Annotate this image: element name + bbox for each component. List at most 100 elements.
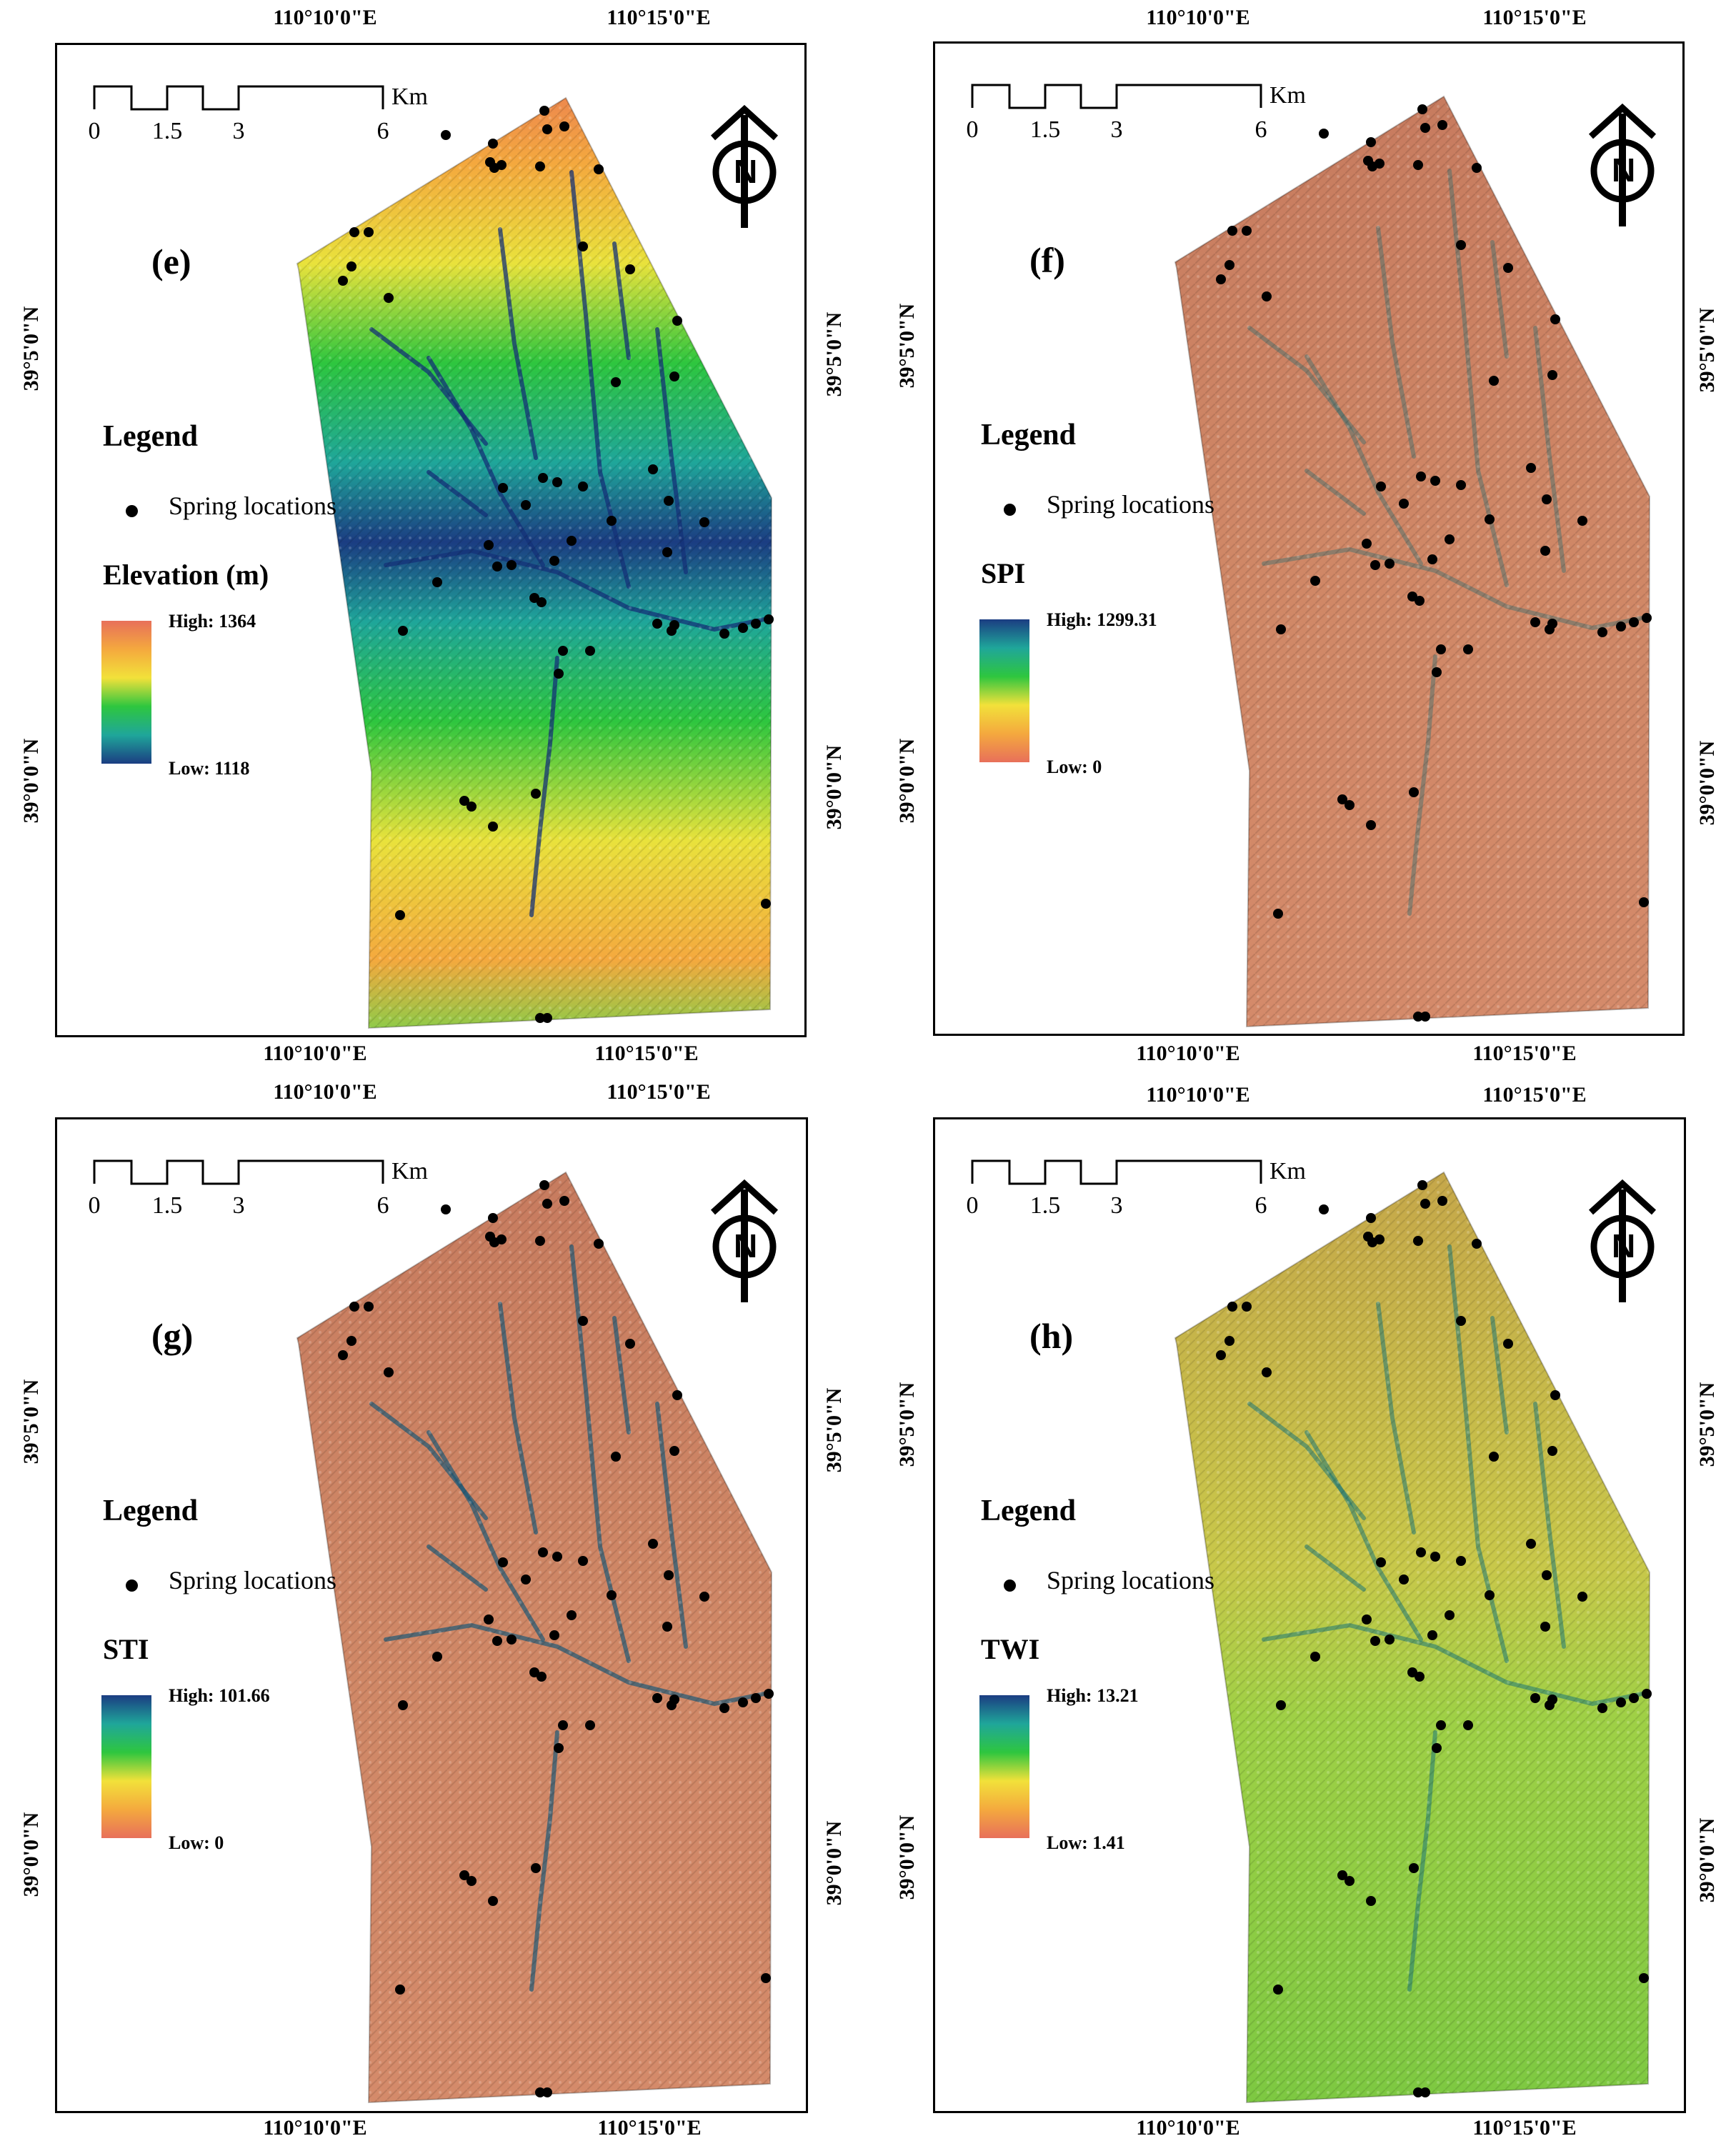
scale-bar-g [93, 1159, 384, 1185]
left-lat-upper-g: 39°5'0"N [19, 1379, 43, 1464]
spring-point [364, 227, 374, 237]
spring-point [1366, 137, 1376, 147]
spring-point [1456, 240, 1466, 250]
spring-point [1540, 1622, 1550, 1632]
spring-point [761, 899, 771, 909]
legend-layer-title-g: STI [103, 1633, 149, 1665]
spring-point [549, 556, 559, 566]
study-area-g [297, 1172, 772, 2102]
left-lat-upper-h: 39°5'0"N [895, 1382, 919, 1467]
spring-point [1530, 617, 1540, 627]
right-lat-lower-f: 39°0'0"N [1695, 740, 1719, 826]
map-canvas-e [93, 85, 779, 1029]
spring-point [539, 106, 549, 116]
legend-spring-dot [1004, 1579, 1016, 1592]
spring-point [1432, 1743, 1442, 1753]
ramp-high-label-f: High: 1299.31 [1047, 609, 1157, 630]
spring-point [1216, 1350, 1226, 1360]
spring-point [535, 2087, 545, 2097]
spring-point [432, 1652, 442, 1662]
spring-point [667, 1700, 677, 1710]
ramp-high-label-g: High: 101.66 [169, 1685, 270, 1706]
scale-unit-label: Km [391, 84, 428, 110]
spring-point [531, 789, 541, 799]
spring-point [1370, 560, 1380, 570]
spring-point [1416, 1547, 1426, 1557]
spring-point [1456, 1556, 1466, 1566]
spring-point [1362, 1614, 1372, 1625]
spring-point [521, 1574, 531, 1584]
right-lat-upper-h: 39°5'0"N [1695, 1382, 1719, 1467]
spring-point [1485, 514, 1495, 524]
spring-point [441, 130, 451, 140]
legend-spring-dot [1004, 504, 1016, 516]
left-lat-lower-e: 39°0'0"N [19, 738, 43, 824]
ramp-high-label-e: High: 1364 [169, 611, 256, 632]
spring-point [1227, 226, 1237, 236]
spring-point [1417, 104, 1427, 114]
spring-point [1420, 123, 1430, 133]
spring-point [549, 1630, 559, 1640]
spring-point [699, 1592, 709, 1602]
left-lat-upper-e: 39°5'0"N [19, 306, 43, 391]
spring-point [542, 1199, 552, 1209]
spring-point [1639, 1973, 1649, 1983]
spring-point [542, 124, 552, 134]
spring-point [672, 1390, 682, 1400]
spring-point [672, 316, 682, 326]
spring-point [751, 1693, 761, 1703]
spring-point [338, 276, 348, 286]
top-lon-left-f: 110°10'0"E [1146, 6, 1250, 29]
north-letter: N [1612, 1227, 1636, 1264]
spring-point [1526, 463, 1536, 473]
spring-point [521, 500, 531, 510]
spring-point [1413, 1236, 1423, 1246]
legend-spring-label: Spring locations [169, 1566, 336, 1594]
left-lat-upper-f: 39°5'0"N [895, 303, 919, 389]
spring-point [585, 646, 595, 656]
scale-unit-label: Km [391, 1158, 428, 1184]
right-lat-upper-g: 39°5'0"N [822, 1387, 846, 1473]
spring-point [1416, 471, 1426, 481]
bottom-lon-left-h: 110°10'0"E [1136, 2116, 1240, 2140]
legend-spring-label: Spring locations [1047, 1566, 1214, 1594]
spring-point [1472, 1239, 1482, 1249]
spring-point [662, 547, 672, 557]
north-arrow-icon [710, 104, 779, 228]
spring-point [1642, 1689, 1652, 1699]
spring-point [492, 1636, 502, 1646]
spring-point [1456, 1316, 1466, 1326]
panel-label-h: (h) [1029, 1316, 1074, 1356]
spring-point [1642, 613, 1652, 623]
left-lat-lower-f: 39°0'0"N [895, 738, 919, 824]
spring-point [484, 540, 494, 550]
spring-point [531, 1863, 541, 1873]
spring-point [1276, 624, 1286, 634]
spring-point [441, 1204, 451, 1214]
spring-point [761, 1973, 771, 1983]
scale-bar-f [971, 84, 1262, 109]
spring-point [338, 1350, 348, 1360]
legend-spring-dot [126, 505, 138, 517]
spring-point [346, 261, 356, 271]
spring-point [535, 161, 545, 171]
spring-point [538, 1547, 548, 1557]
spring-point [395, 910, 405, 920]
spring-point [1345, 800, 1355, 810]
map-frame-h: N 0 1.5 3 6 Km (h) Legend Spring locations TWI Hig… [933, 1117, 1686, 2113]
scale-tick-label: 6 [376, 118, 389, 144]
spring-point [1489, 1452, 1499, 1462]
spring-point [664, 1570, 674, 1580]
panel-label-g: (g) [151, 1316, 194, 1356]
spring-point [667, 626, 677, 636]
spring-point [738, 1697, 748, 1707]
spring-point [1310, 1652, 1320, 1662]
scale-bar-h [971, 1159, 1262, 1185]
right-lat-lower-g: 39°0'0"N [822, 1820, 846, 1906]
top-lon-right-e: 110°15'0"E [607, 6, 711, 29]
spring-point [384, 1367, 394, 1377]
spring-point [648, 464, 658, 474]
spring-point [558, 646, 568, 656]
spring-point [554, 1743, 564, 1753]
spring-point [542, 1013, 552, 1023]
